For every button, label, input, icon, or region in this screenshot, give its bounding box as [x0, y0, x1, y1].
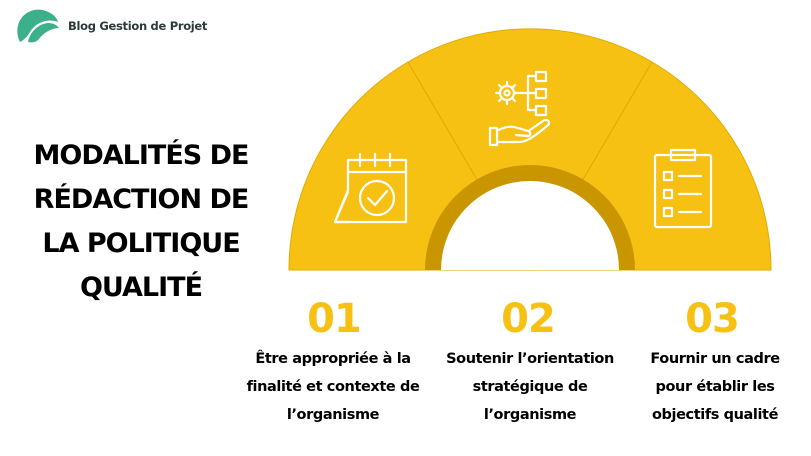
title-line: QUALITÉ [79, 272, 203, 303]
description-line: pour établir les [655, 379, 775, 395]
description-line: finalité et contexte de [246, 379, 420, 395]
page-title: MODALITÉS DE RÉDACTION DE LA POLITIQUE Q… [0, 134, 282, 310]
step-description-1: Être appropriée à la finalité et context… [238, 345, 428, 429]
clipboard-checklist-icon [653, 148, 713, 229]
step-number-3: 03 [685, 296, 740, 342]
step-number-2: 02 [501, 296, 556, 342]
leaf-logo-icon [17, 9, 59, 43]
description-line: stratégique de [472, 379, 588, 395]
description-line: Fournir un cadre [650, 351, 780, 367]
description-line: l’organisme [286, 407, 380, 423]
description-line: Être appropriée à la [255, 351, 411, 367]
step-description-2: Soutenir l’orientation stratégique de l’… [434, 345, 626, 429]
brand-logo: Blog Gestion de Projet [12, 8, 207, 44]
description-line: l’organisme [483, 407, 577, 423]
hand-gear-workflow-icon [488, 70, 551, 147]
title-line: RÉDACTION DE [33, 184, 250, 215]
title-line: MODALITÉS DE [33, 140, 250, 171]
step-description-3: Fournir un cadre pour établir les object… [632, 345, 798, 429]
title-line: LA POLITIQUE [42, 228, 240, 259]
description-line: Soutenir l’orientation [446, 351, 614, 367]
brand-name: Blog Gestion de Projet [68, 19, 208, 33]
calendar-check-icon [333, 152, 408, 224]
segment-2 [407, 28, 653, 271]
description-line: objectifs qualité [651, 407, 779, 423]
inner-hole [441, 181, 619, 270]
step-number-1: 01 [307, 296, 362, 342]
